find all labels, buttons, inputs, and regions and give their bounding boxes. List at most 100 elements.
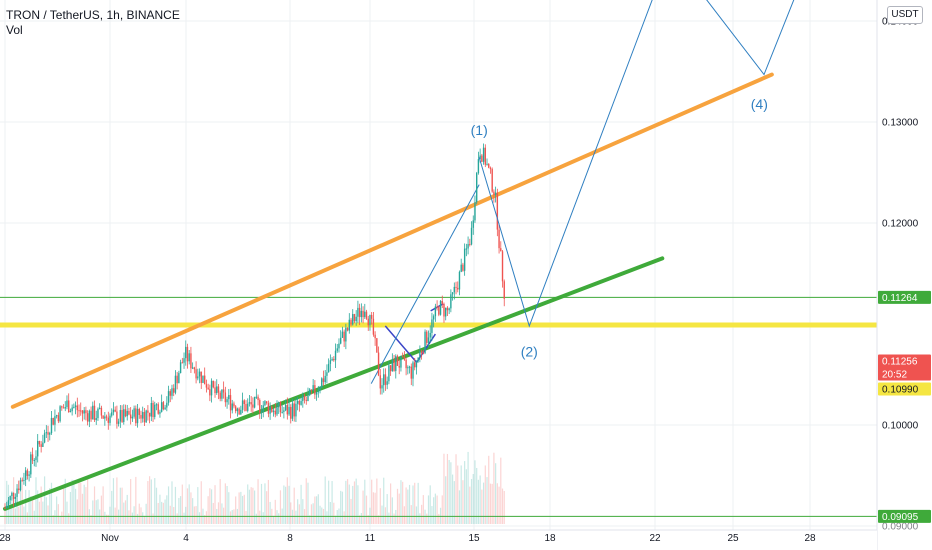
candle-body xyxy=(145,410,147,423)
volume-bar xyxy=(107,514,109,524)
volume-bar xyxy=(167,486,170,524)
candle-body xyxy=(469,244,471,246)
volume-bar xyxy=(489,483,492,524)
candle-body xyxy=(295,403,297,417)
candle-body xyxy=(229,395,232,411)
volume-bar xyxy=(226,485,228,524)
candle-body xyxy=(181,362,184,364)
candle-body xyxy=(383,374,385,386)
volume-bar xyxy=(66,501,68,524)
candle-body xyxy=(259,400,261,413)
candle-body xyxy=(78,410,80,412)
volume-bar xyxy=(35,477,37,524)
candle-body xyxy=(18,488,20,491)
candle-body xyxy=(331,358,333,361)
price-label: 0.09095 xyxy=(882,512,919,523)
volume-bar xyxy=(38,501,41,524)
volume-bar xyxy=(178,497,180,524)
volume-bar xyxy=(157,502,159,524)
volume-bar xyxy=(26,512,28,524)
candle-body xyxy=(482,147,485,162)
candle-body xyxy=(284,405,287,411)
volume-bar xyxy=(310,504,313,524)
volume-bar xyxy=(154,478,156,524)
volume-bar xyxy=(209,488,211,524)
volume-bar xyxy=(173,507,175,524)
candle-body xyxy=(493,191,495,196)
candle-body xyxy=(427,337,430,343)
volume-bar xyxy=(408,484,411,524)
candle-body xyxy=(105,416,108,418)
volume-bar xyxy=(364,479,366,524)
candle-body xyxy=(384,374,387,385)
candle-body xyxy=(264,401,266,406)
candle-body xyxy=(274,410,276,415)
candle-body xyxy=(73,406,75,408)
candle-body xyxy=(126,410,128,417)
candle-body xyxy=(376,338,378,353)
candle-body xyxy=(24,470,27,480)
volume-bar xyxy=(119,487,121,524)
candle-body xyxy=(234,406,237,412)
y-tick-label: 0.13000 xyxy=(882,118,919,129)
candle-body xyxy=(43,433,46,443)
currency-button[interactable]: USDT xyxy=(887,6,923,24)
candle-body xyxy=(152,403,154,417)
candle-body xyxy=(119,410,122,422)
candle-body xyxy=(481,155,483,162)
volume-bar xyxy=(417,482,419,524)
candle-body xyxy=(248,402,251,404)
candle-body xyxy=(389,365,392,372)
volume-bar xyxy=(217,502,220,524)
candle-body xyxy=(23,479,25,481)
candle-body xyxy=(319,387,321,391)
volume-bar xyxy=(369,507,371,524)
candle-body xyxy=(298,400,301,405)
candle-body xyxy=(203,375,206,385)
candle-body xyxy=(420,351,423,353)
countdown-label: 20:52 xyxy=(882,370,907,381)
candle-body xyxy=(346,327,349,331)
volume-bar xyxy=(276,510,278,524)
candle-body xyxy=(133,408,135,417)
candle-body xyxy=(195,369,197,379)
candle-body xyxy=(401,356,404,358)
volume-bar xyxy=(469,486,471,524)
candle-body xyxy=(486,163,488,165)
candle-body xyxy=(131,416,134,419)
volume-bar xyxy=(124,500,127,524)
candle-body xyxy=(50,417,53,434)
candle-body xyxy=(241,400,244,410)
candle-body xyxy=(52,417,54,425)
y-tick-label: 0.12000 xyxy=(882,219,919,230)
candle-body xyxy=(47,432,49,435)
volume-bar xyxy=(464,461,466,524)
volume-bar xyxy=(345,480,347,524)
candle-body xyxy=(240,409,242,415)
candle-body xyxy=(360,310,363,318)
candle-body xyxy=(379,375,381,389)
candle-body xyxy=(415,361,418,368)
volume-bar xyxy=(333,502,335,524)
volume-bar xyxy=(307,482,309,524)
volume-bar xyxy=(18,506,20,524)
volume-bar xyxy=(259,510,261,524)
candle-body xyxy=(219,392,221,399)
volume-bar xyxy=(377,515,380,524)
candle-body xyxy=(243,400,245,405)
volume-bar xyxy=(367,515,369,524)
volume-bar xyxy=(298,504,300,524)
candle-body xyxy=(26,470,29,476)
candle-body xyxy=(92,405,94,420)
candle-body xyxy=(245,404,247,411)
candle-body xyxy=(436,306,438,308)
candle-body xyxy=(455,286,457,288)
candle-body xyxy=(200,371,202,383)
volume-bar xyxy=(462,480,464,524)
volume-bar xyxy=(62,485,65,524)
volume-bar xyxy=(357,485,359,524)
candle-body xyxy=(9,496,11,501)
volume-bar xyxy=(140,507,142,524)
volume-bar xyxy=(384,507,387,524)
